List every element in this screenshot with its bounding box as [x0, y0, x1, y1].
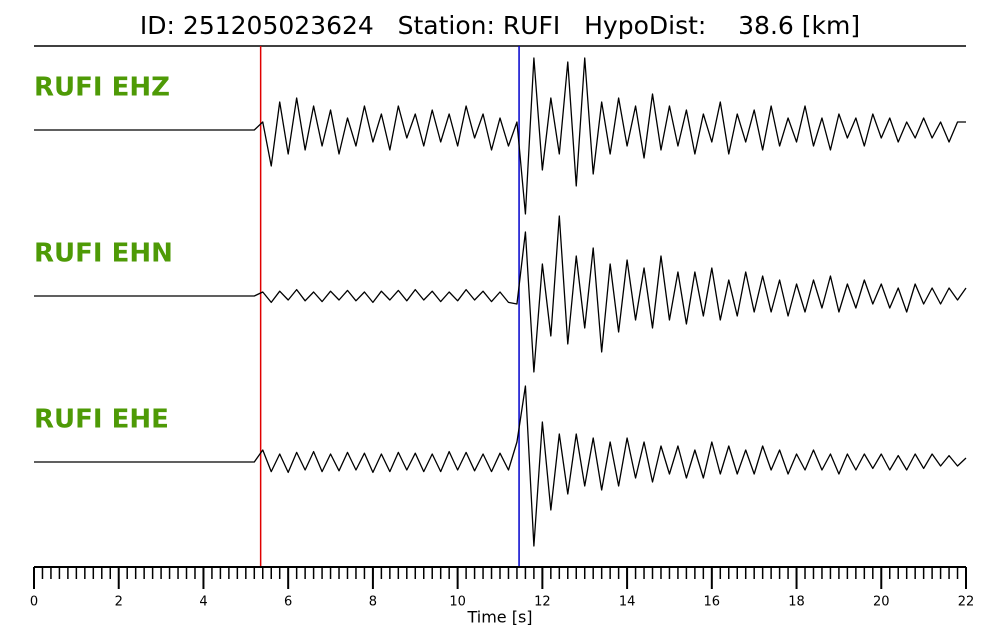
- x-tick-label: 4: [199, 595, 207, 610]
- x-tick-label: 6: [284, 595, 292, 610]
- x-tick-label: 22: [958, 595, 975, 610]
- x-tick-label: 8: [369, 595, 377, 610]
- waveform: [34, 215, 967, 373]
- x-tick-label: 18: [788, 595, 805, 610]
- x-tick-label: 0: [30, 595, 38, 610]
- trace-label: RUFI EHZ: [34, 73, 170, 103]
- x-tick-label: 12: [534, 595, 551, 610]
- trace-label: RUFI EHE: [34, 405, 169, 435]
- x-tick-label: 16: [704, 595, 721, 610]
- trace-label: RUFI EHN: [34, 239, 173, 269]
- x-tick-label: 20: [873, 595, 890, 610]
- chart-title: ID: 251205023624 Station: RUFI HypoDist:…: [140, 11, 860, 40]
- waveform: [34, 385, 967, 547]
- x-tick-label: 10: [449, 595, 466, 610]
- x-axis-label: Time [s]: [466, 608, 532, 627]
- x-tick-label: 2: [115, 595, 123, 610]
- waveform: [34, 57, 966, 215]
- x-tick-label: 14: [619, 595, 636, 610]
